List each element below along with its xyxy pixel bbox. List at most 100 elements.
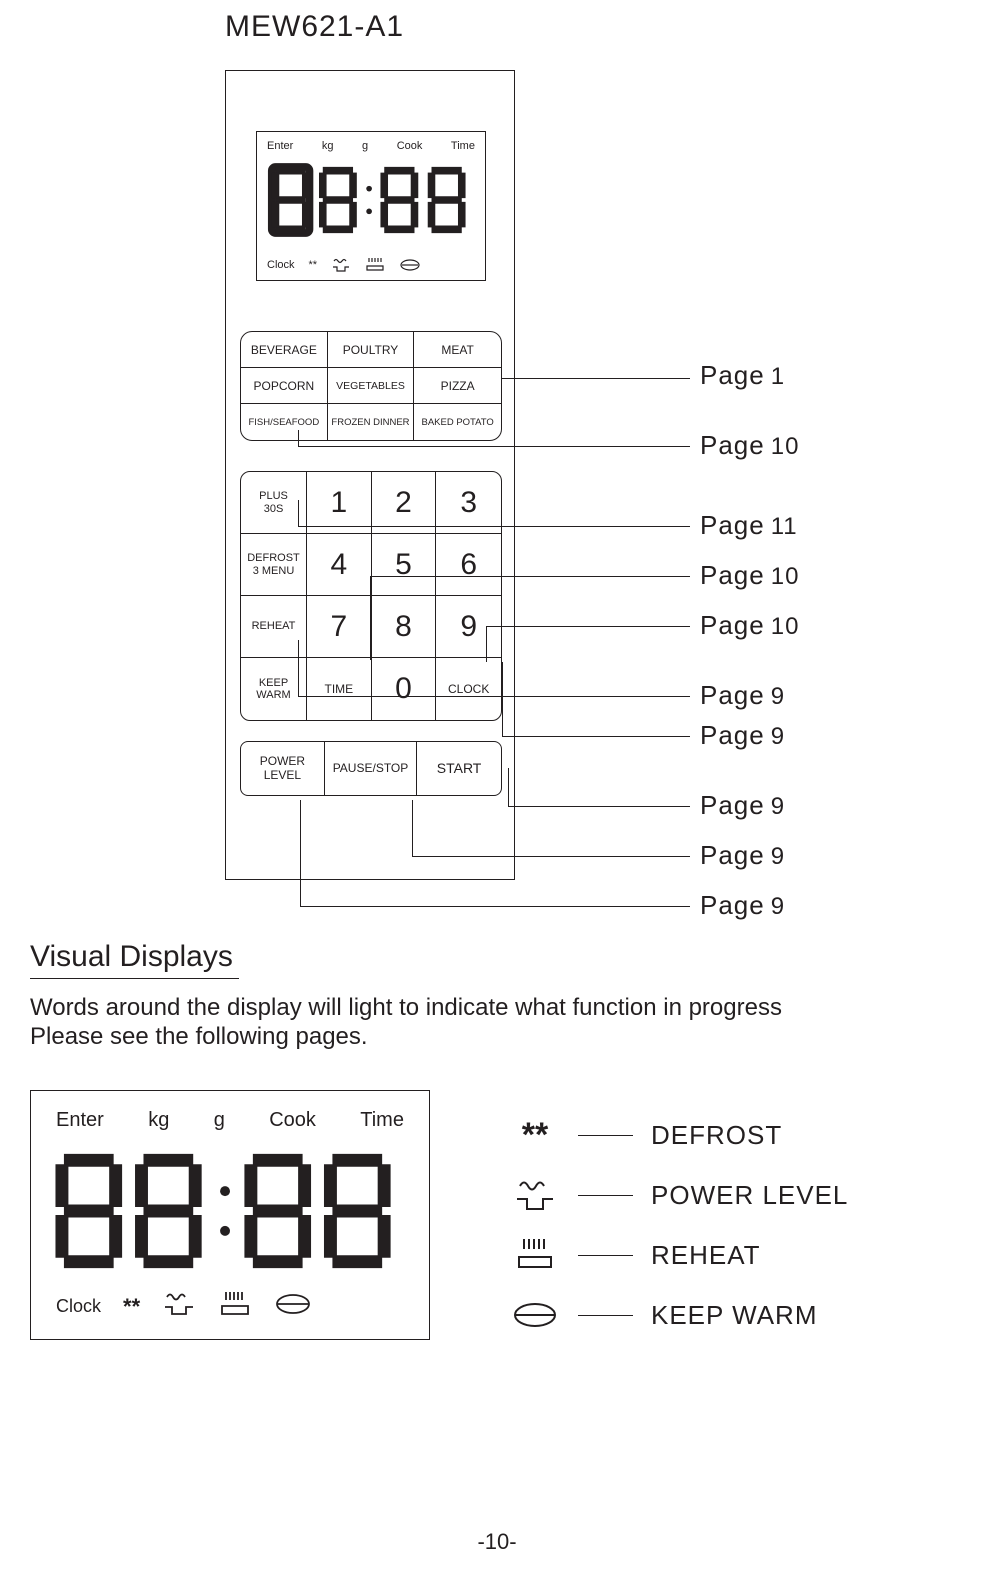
visual-displays-text: Words around the display will light to i… bbox=[30, 994, 950, 1052]
legend-reheat: REHEAT bbox=[510, 1225, 950, 1285]
big-display: Enter kg g Cook Time bbox=[30, 1090, 430, 1340]
legend-reheat-icon bbox=[510, 1239, 560, 1271]
callout-line bbox=[508, 806, 690, 807]
lbl-time: Time bbox=[451, 140, 475, 152]
btn-start[interactable]: START bbox=[417, 742, 501, 795]
callout-line-v bbox=[298, 640, 299, 696]
big-seven-segment bbox=[51, 1146, 409, 1276]
callout-line-v bbox=[298, 430, 299, 446]
big-lbl-time: Time bbox=[360, 1109, 404, 1132]
control-panel: Enter kg g Cook Time bbox=[225, 70, 515, 880]
model-number: MEW621-A1 bbox=[225, 10, 404, 44]
keepwarm-icon bbox=[399, 258, 421, 272]
big-keepwarm-icon bbox=[274, 1292, 312, 1321]
preset-popcorn[interactable]: POPCORN bbox=[241, 368, 328, 404]
btn-clock[interactable]: CLOCK bbox=[436, 658, 501, 720]
legend-warm-label: KEEP WARM bbox=[651, 1300, 817, 1331]
big-display-bottom-row: Clock ** bbox=[56, 1292, 404, 1321]
key-3[interactable]: 3 bbox=[436, 472, 501, 534]
callout-line-v bbox=[502, 662, 503, 736]
page-ref: Page9 bbox=[700, 720, 785, 751]
big-reheat-icon bbox=[218, 1292, 252, 1321]
callout-line bbox=[298, 446, 690, 447]
legend-power: POWER LEVEL bbox=[510, 1165, 950, 1225]
legend-power-label: POWER LEVEL bbox=[651, 1180, 848, 1211]
page-ref: Page9 bbox=[700, 890, 785, 921]
key-9[interactable]: 9 bbox=[436, 596, 501, 658]
key-0[interactable]: 0 bbox=[372, 658, 437, 720]
defrost-icon: ** bbox=[309, 259, 318, 271]
page-ref: Page10 bbox=[700, 430, 799, 461]
display-box: Enter kg g Cook Time bbox=[256, 131, 486, 281]
preset-grid: BEVERAGE POULTRY MEAT POPCORN VEGETABLES… bbox=[240, 331, 502, 441]
preset-pizza[interactable]: PIZZA bbox=[414, 368, 501, 404]
preset-beverage[interactable]: BEVERAGE bbox=[241, 332, 328, 368]
preset-frozen[interactable]: FROZEN DINNER bbox=[328, 404, 415, 440]
callout-line bbox=[502, 378, 690, 379]
callout-line bbox=[502, 736, 690, 737]
legend-warm: KEEP WARM bbox=[510, 1285, 950, 1345]
bottom-buttons: POWERLEVEL PAUSE/STOP START bbox=[240, 741, 502, 796]
key-4[interactable]: 4 bbox=[307, 534, 372, 596]
callout-line-v bbox=[370, 576, 371, 660]
legend-reheat-label: REHEAT bbox=[651, 1240, 761, 1271]
keypad: PLUS30S 1 2 3 DEFROST3 MENU 4 5 6 REHEAT… bbox=[240, 471, 502, 721]
callout-line bbox=[298, 696, 690, 697]
page-ref: Page10 bbox=[700, 610, 799, 641]
legend-dash bbox=[578, 1135, 633, 1136]
legend-defrost-icon: ** bbox=[510, 1116, 560, 1155]
big-display-top-labels: Enter kg g Cook Time bbox=[56, 1109, 404, 1132]
callout-line-v bbox=[486, 626, 487, 662]
page-ref: Page9 bbox=[700, 790, 785, 821]
power-icon bbox=[331, 258, 351, 272]
legend-dash bbox=[578, 1315, 633, 1316]
key-2[interactable]: 2 bbox=[372, 472, 437, 534]
preset-potato[interactable]: BAKED POTATO bbox=[414, 404, 501, 440]
big-defrost-icon: ** bbox=[123, 1294, 140, 1320]
key-6[interactable]: 6 bbox=[436, 534, 501, 596]
btn-power-level[interactable]: POWERLEVEL bbox=[241, 742, 325, 795]
display-bottom-row: Clock ** bbox=[267, 258, 475, 272]
big-power-icon bbox=[162, 1292, 196, 1321]
preset-meat[interactable]: MEAT bbox=[414, 332, 501, 368]
btn-defrost[interactable]: DEFROST3 MENU bbox=[241, 534, 307, 596]
lbl-g: g bbox=[362, 140, 368, 152]
btn-time[interactable]: TIME bbox=[307, 658, 372, 720]
big-lbl-clock: Clock bbox=[56, 1296, 101, 1317]
legend-defrost-label: DEFROST bbox=[651, 1120, 782, 1151]
legend-defrost: ** DEFROST bbox=[510, 1105, 950, 1165]
key-5[interactable]: 5 bbox=[372, 534, 437, 596]
lbl-cook: Cook bbox=[397, 140, 423, 152]
callout-line bbox=[300, 906, 690, 907]
display-top-labels: Enter kg g Cook Time bbox=[267, 140, 475, 152]
big-lbl-kg: kg bbox=[148, 1109, 169, 1132]
page-ref: Page9 bbox=[700, 840, 785, 871]
legend-warm-icon bbox=[510, 1299, 560, 1331]
key-7[interactable]: 7 bbox=[307, 596, 372, 658]
big-segments-svg bbox=[51, 1146, 409, 1276]
page-number: -10- bbox=[0, 1529, 994, 1555]
callout-line bbox=[298, 526, 690, 527]
callout-line-v bbox=[300, 800, 301, 906]
preset-fish[interactable]: FISH/SEAFOOD bbox=[241, 404, 328, 440]
preset-vegetables[interactable]: VEGETABLES bbox=[328, 368, 415, 404]
reheat-icon bbox=[365, 258, 385, 272]
legend-power-icon bbox=[510, 1179, 560, 1211]
callout-line bbox=[412, 856, 690, 857]
page-ref: Page9 bbox=[700, 680, 785, 711]
icon-legend: ** DEFROST POWER LEVEL REHEAT KEEP WARM bbox=[510, 1105, 950, 1345]
lbl-clock: Clock bbox=[267, 259, 295, 271]
key-8[interactable]: 8 bbox=[372, 596, 437, 658]
lbl-enter: Enter bbox=[267, 140, 293, 152]
seven-segment-display bbox=[267, 160, 475, 240]
key-1[interactable]: 1 bbox=[307, 472, 372, 534]
preset-poultry[interactable]: POULTRY bbox=[328, 332, 415, 368]
callout-line bbox=[486, 626, 690, 627]
page-ref: Page1 bbox=[700, 360, 785, 391]
big-lbl-g: g bbox=[214, 1109, 225, 1132]
big-lbl-enter: Enter bbox=[56, 1109, 104, 1132]
callout-line bbox=[370, 576, 690, 577]
btn-pause-stop[interactable]: PAUSE/STOP bbox=[325, 742, 417, 795]
callout-line-v bbox=[508, 768, 509, 806]
callout-line-v bbox=[412, 800, 413, 856]
